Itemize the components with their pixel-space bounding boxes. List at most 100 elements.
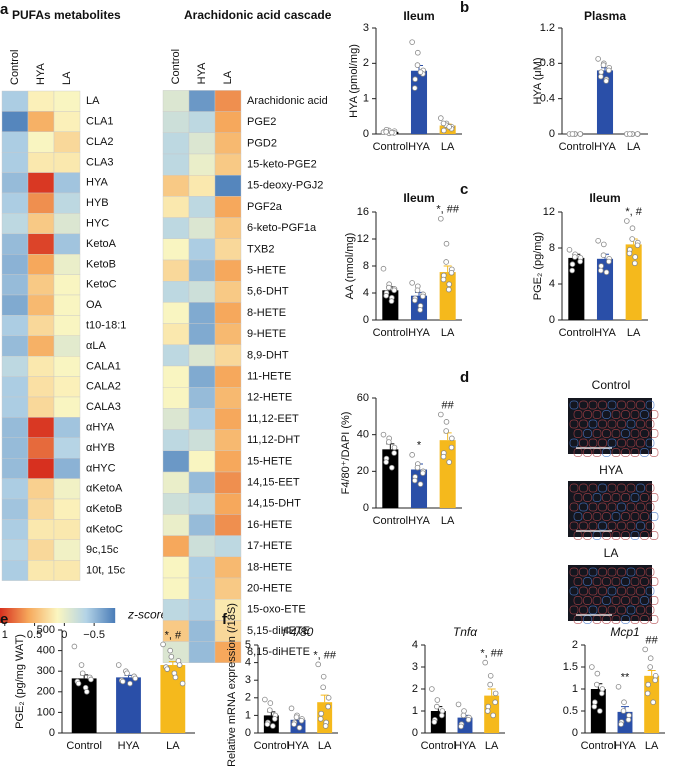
colorbar-segment [92, 608, 94, 623]
x-tick-label: LA [166, 740, 180, 752]
data-point [440, 120, 447, 127]
data-point [615, 683, 622, 690]
x-tick-label: Control [581, 740, 616, 752]
y-tick-label: 0 [412, 727, 418, 739]
cell-outline [592, 429, 602, 438]
row-label: 8,9-DHT [247, 349, 289, 361]
cell-outline [607, 567, 617, 577]
cell-outline [588, 483, 598, 493]
y-tick-label: 2 [572, 639, 578, 651]
cell-outline [649, 410, 659, 419]
colorbar-segment [8, 608, 10, 623]
row-label: 15-HETE [247, 455, 292, 467]
colorbar-segment [98, 608, 100, 623]
colorbar-segment [25, 608, 27, 623]
colorbar-segment [110, 608, 112, 623]
heatmap-cell [53, 90, 81, 112]
data-point [569, 261, 576, 268]
heatmap-cell [1, 498, 29, 520]
significance-label: ** [621, 672, 630, 684]
colorbar-segment [13, 608, 15, 623]
row-label: CLA1 [86, 116, 114, 128]
row-label: αKetoC [86, 524, 123, 536]
heatmap-cell [162, 577, 190, 600]
y-tick-label: 1.5 [563, 661, 578, 673]
heatmap-cell [162, 281, 190, 303]
y-tick-label: 200 [37, 686, 55, 698]
heatmap-cell [214, 259, 242, 282]
data-point [267, 707, 273, 713]
cell-outline [583, 410, 592, 419]
data-point [647, 664, 653, 670]
cell-outline [621, 448, 630, 457]
x-tick-label: Control [254, 740, 289, 752]
data-point [443, 419, 450, 425]
heatmap-cell [162, 196, 190, 218]
colorbar-segment [36, 608, 38, 623]
cell-outline [621, 512, 630, 521]
data-point [492, 699, 498, 705]
colorbar-segment [55, 608, 57, 623]
heatmap-cell [53, 376, 81, 398]
data-point [272, 716, 278, 722]
chart-title: Ileum [403, 9, 434, 23]
row-label: 14,15-DHT [247, 498, 301, 510]
colorbar-segment [106, 608, 108, 623]
row-label: 12-HETE [247, 392, 292, 404]
data-point [167, 647, 173, 654]
significance-label: *, # [625, 206, 642, 218]
colorbar-segment [100, 608, 102, 623]
heatmap-cell [214, 238, 242, 261]
colorbar-segment [83, 608, 85, 623]
data-point [412, 477, 418, 484]
colorbar-segment [60, 608, 62, 623]
cell-outline [607, 605, 617, 615]
y-tick-label: 1 [245, 709, 251, 721]
colorbar-segment [15, 608, 17, 623]
colorbar-segment [53, 608, 55, 623]
cell-outline [626, 521, 636, 531]
heatmap-cell [162, 535, 190, 557]
heatmap-cell [53, 274, 81, 296]
colorbar-segment [28, 608, 30, 623]
cell-outline [569, 483, 579, 493]
data-point [597, 708, 603, 714]
row-label: CALA2 [86, 381, 121, 393]
data-point [429, 686, 435, 692]
heatmap-cell [27, 192, 55, 214]
heatmap-cell [53, 498, 81, 520]
heatmap-cell [53, 131, 81, 153]
data-point [594, 681, 600, 688]
y-tick-label: 12 [543, 206, 555, 218]
heatmap-cell [162, 514, 190, 536]
cell-outline [621, 577, 630, 586]
heatmap-cell [188, 556, 216, 579]
colorbar-segment [41, 608, 43, 623]
colorbar-segment [44, 608, 46, 623]
data-point [409, 280, 415, 286]
heatmap-cell [27, 213, 55, 234]
heatmap-cell [214, 323, 242, 346]
heatmap-cell [188, 302, 216, 324]
cell-outline [645, 438, 655, 448]
data-point [270, 723, 276, 729]
data-point [629, 236, 635, 242]
y-axis-label: HYA (pmol/mg) [348, 44, 360, 118]
data-point [160, 641, 166, 648]
y-tick-label: 0 [363, 128, 369, 140]
data-point [417, 307, 423, 313]
cell-outline [611, 410, 621, 419]
data-point [645, 681, 651, 688]
data-point [420, 470, 426, 476]
data-point [460, 712, 467, 719]
data-point [296, 724, 303, 731]
heatmap-cell [188, 599, 216, 621]
colorbar-segment [21, 608, 23, 623]
cell-outline [626, 483, 636, 493]
data-point [440, 276, 447, 283]
data-point [594, 670, 601, 677]
data-point [600, 252, 607, 259]
row-label: 17-HETE [247, 540, 292, 552]
heatmap-cell [214, 514, 242, 536]
y-tick-label: 2 [363, 57, 369, 69]
